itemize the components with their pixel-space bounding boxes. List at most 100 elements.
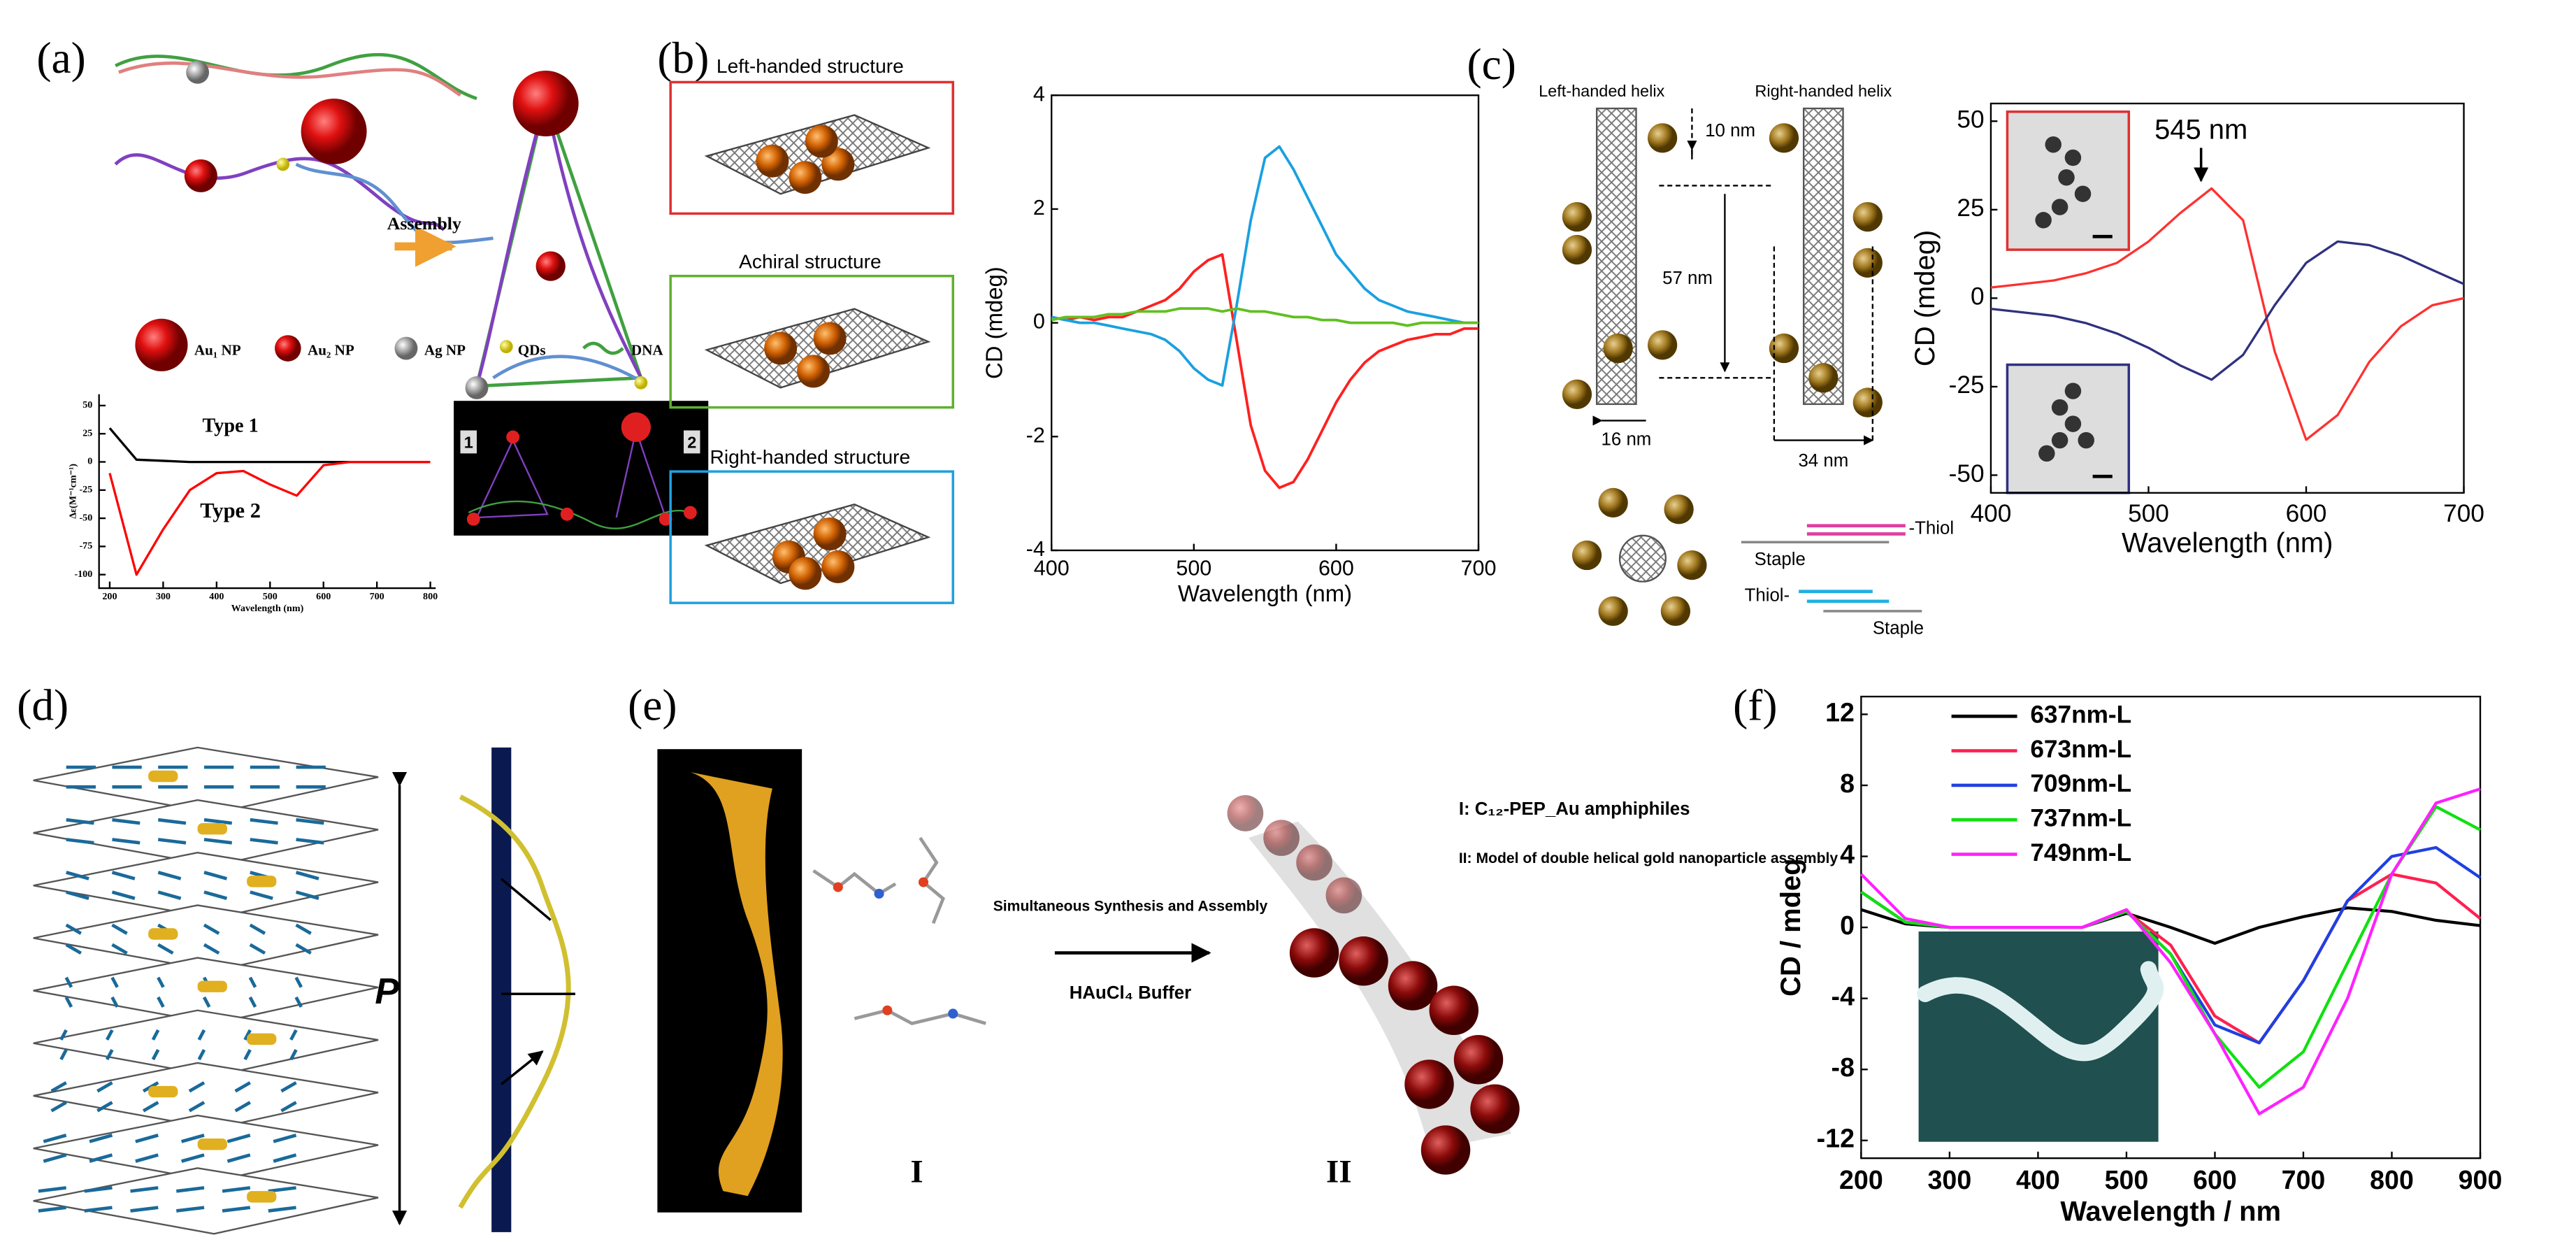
x-tick-label: 300 [156,591,171,602]
rod [296,838,324,845]
rod [176,1206,205,1213]
inset-label: 2 [687,433,696,451]
series-line [108,427,431,464]
rod [203,943,220,955]
panel-label: (d) [17,680,69,729]
assembly-label: Assembly [387,213,461,234]
plane [33,852,379,920]
rod [188,1101,206,1113]
panel-label: (c) [1467,39,1516,89]
rod [295,943,312,955]
dimension-label: 34 nm [1798,451,1848,471]
gold-sphere [813,322,847,355]
rod [43,1134,67,1143]
gold-sphere [1263,820,1300,856]
rod [64,996,73,1008]
axes [98,394,436,590]
rod [273,1153,297,1163]
rod [268,1206,296,1213]
rod [135,1134,159,1143]
y-tick-label: -25 [79,484,92,495]
rod [180,1153,205,1163]
x-tick-label: 500 [263,591,278,602]
gold-sphere [756,144,789,178]
panel-label: (b) [657,33,709,83]
structure-title: Right-handed structure [710,445,911,468]
gold-rod [148,1085,178,1098]
gold-rod [247,1033,277,1045]
rod [280,1101,297,1113]
rod [65,923,82,935]
au2-np [184,159,217,192]
gold-rod [197,980,227,992]
structure-title: Achiral structure [739,250,882,272]
rod [38,1206,66,1213]
rod [294,976,303,988]
qd [634,376,648,390]
rod [112,838,141,845]
structure-box [669,274,955,409]
rod [295,890,319,900]
rod [222,1206,251,1213]
y-axis-label: CD (mdeg) [981,266,1007,379]
gold-sphere [813,518,847,550]
rod [130,1186,159,1193]
annotation: 545 nm [2154,114,2247,145]
series-line [1051,145,1479,387]
rod [84,1206,113,1213]
tomography-image [657,749,803,1213]
rod [157,838,187,845]
gold-sphere [1227,795,1264,831]
dimension-label: 16 nm [1602,429,1652,449]
series-line [1051,307,1479,327]
rod [64,976,73,988]
y-tick-label: 12 [1825,697,1855,727]
x-tick-label: 700 [2443,500,2484,527]
x-axis-label: Wavelength (nm) [231,603,304,614]
cholesteric-illustration [33,746,379,1235]
rod [157,943,174,955]
rod [203,923,220,935]
rod [50,1101,67,1113]
rod [65,943,82,955]
y-tick-label: -25 [1949,371,1985,399]
ag-np [465,376,489,399]
rod [243,1049,252,1061]
y-axis-label: CD (mdeg) [1910,230,1941,366]
y-tick-label: 2 [1033,196,1045,220]
x-tick-label: 900 [2459,1165,2503,1194]
rod [203,890,228,900]
helix-title: Left-handed helix [1539,82,1664,100]
pitch-label: P [375,971,399,1011]
rod [243,1029,252,1041]
rod [135,1153,159,1163]
rod [151,1029,160,1041]
legend-dna [582,341,624,355]
legend-qd [499,340,513,354]
structure-title: Left-handed structure [717,55,904,77]
rod [111,943,128,955]
legend-text: I: C₁₂-PEP_Au amphiphiles [1459,799,1690,819]
rod [38,1186,66,1193]
rod [66,871,89,880]
rod [157,890,182,900]
gold-sphere [1470,1084,1520,1134]
annotation: Type 1 [203,415,259,436]
rod [84,1186,113,1193]
gold-sphere [797,355,830,388]
rod [295,923,312,935]
gold-sphere [805,124,838,158]
x-tick-label: 700 [1461,557,1497,580]
rod [66,838,94,845]
gold-sphere [1325,877,1362,914]
x-tick-label: 700 [370,591,384,602]
qd [276,157,290,171]
rod [197,1049,206,1061]
series-line [1990,187,2464,441]
gold-sphere [1388,961,1438,1011]
rod [112,818,141,825]
x-tick-label: 200 [102,591,117,602]
rod [250,818,278,825]
inset-label: 1 [464,433,473,451]
rod [157,996,165,1008]
